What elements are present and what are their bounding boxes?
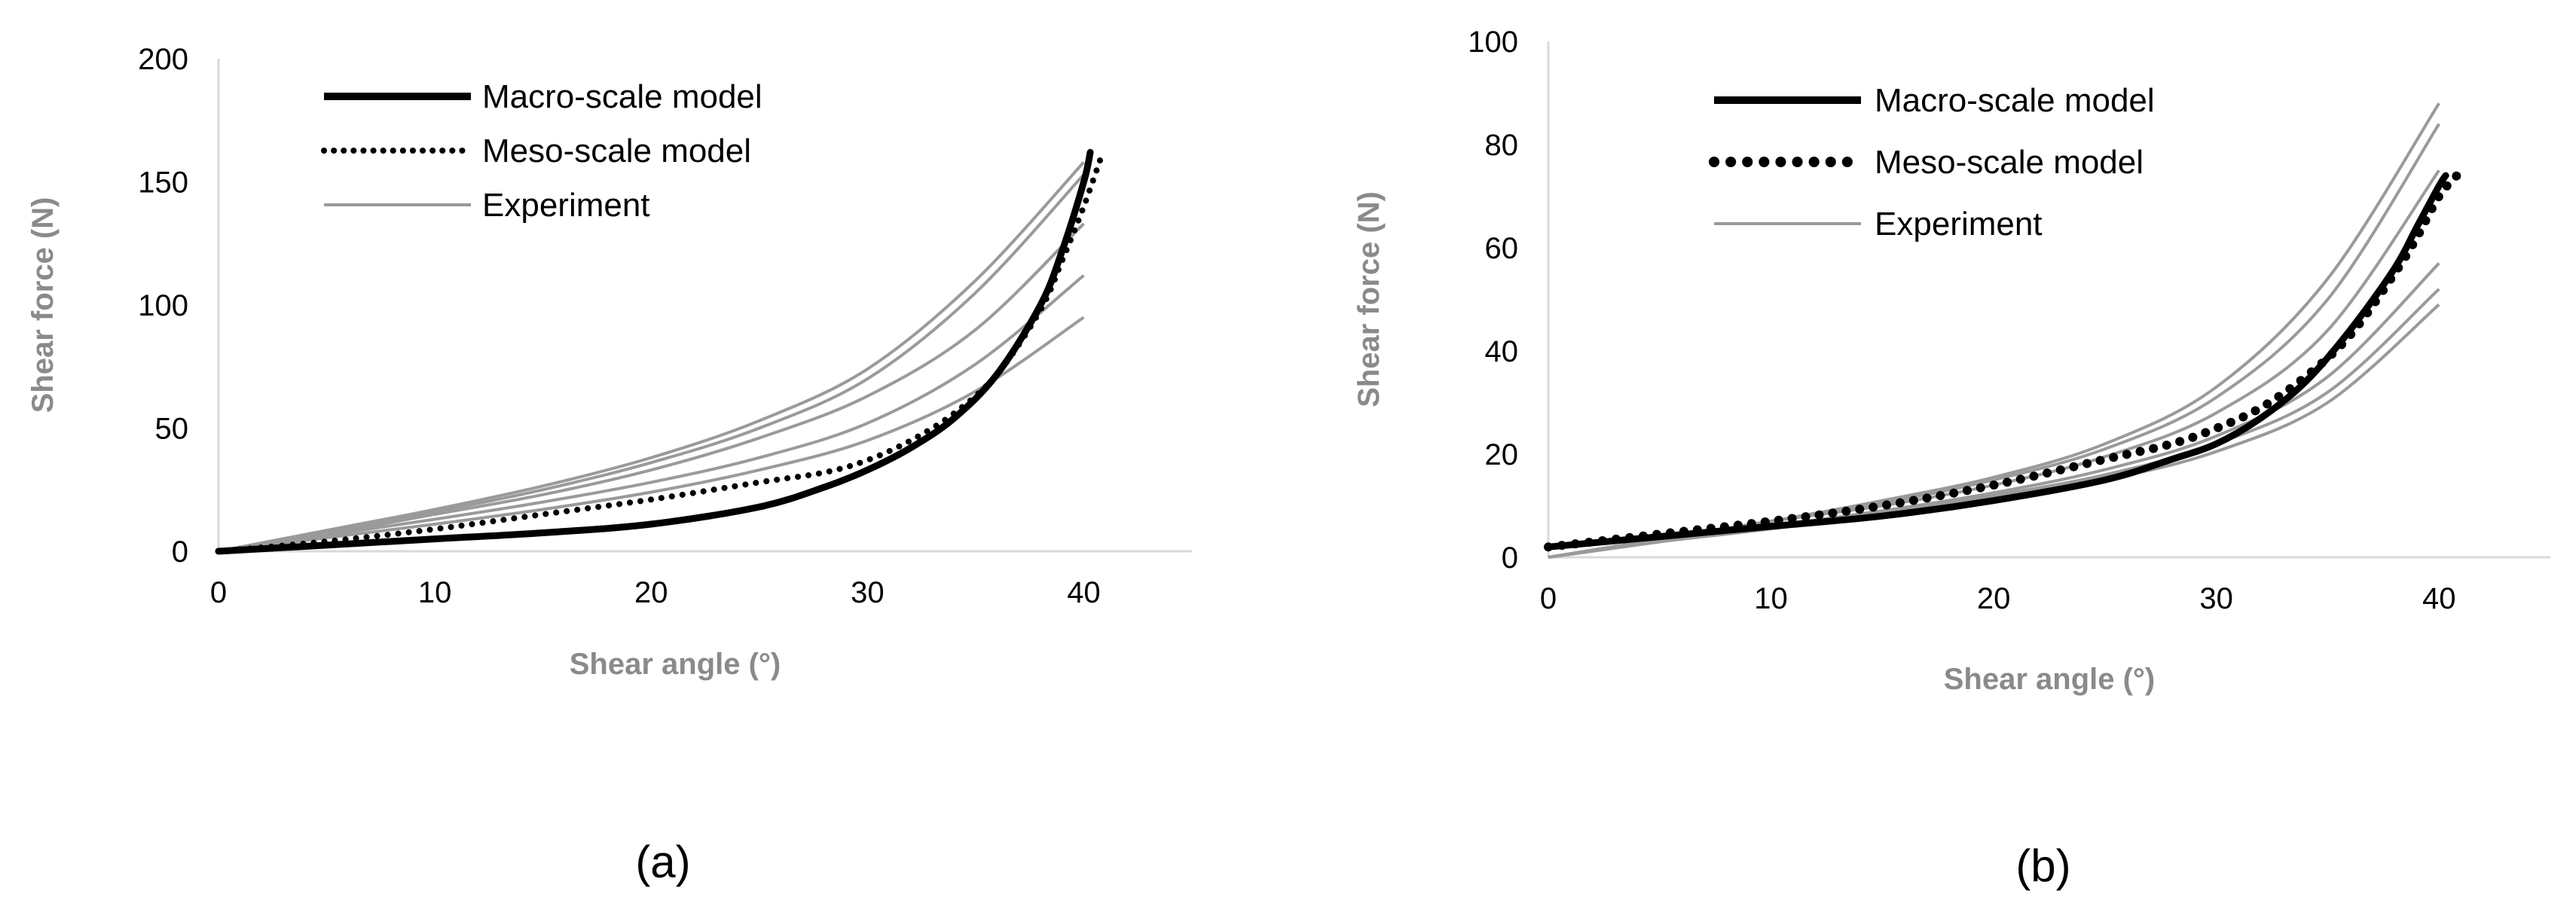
y-tick-label: 40	[1485, 335, 1519, 368]
y-tick-label: 50	[155, 413, 189, 446]
series-line-experiment-6	[218, 316, 1085, 553]
x-tick-label: 10	[1754, 582, 1788, 615]
x-tick-label: 40	[1067, 576, 1101, 609]
y-tick-label: 100	[138, 289, 188, 322]
y-tick-label: 0	[1502, 541, 1518, 575]
x-tick-label: 20	[1977, 582, 2011, 615]
x-tick-label: 0	[210, 576, 227, 609]
series-line-experiment-6	[1548, 288, 2440, 559]
x-axis-title: Shear angle (°)	[1944, 663, 2156, 696]
series-line-meso-scale-model	[1544, 171, 2461, 552]
legend-label: Meso-scale model	[482, 133, 751, 169]
legend-label: Meso-scale model	[1875, 144, 2144, 181]
y-axis-title: Shear force (N)	[1352, 191, 1386, 407]
legend-label: Experiment	[1875, 206, 2043, 242]
y-tick-label: 150	[138, 166, 188, 200]
chart-a: 0 50 100 150 200 0 10 20 30 40 Shear angle (°) Shea…	[26, 43, 1192, 887]
x-tick-label: 20	[634, 576, 668, 609]
series-line-meso-scale-model	[215, 154, 1105, 554]
panel-label: (a)	[635, 837, 690, 887]
y-tick-label: 200	[138, 43, 188, 76]
y-axis-title: Shear force (N)	[26, 197, 60, 413]
y-tick-label: 60	[1485, 232, 1519, 265]
x-axis-title: Shear angle (°)	[570, 648, 781, 681]
panel-label: (b)	[2015, 840, 2070, 891]
y-tick-label: 100	[1468, 26, 1518, 59]
series-line-experiment-3	[218, 173, 1085, 553]
legend-label: Experiment	[482, 187, 650, 224]
y-tick-label: 80	[1485, 129, 1519, 162]
x-tick-label: 10	[418, 576, 452, 609]
series-line-experiment-5	[218, 274, 1085, 553]
x-tick-label: 30	[2199, 582, 2233, 615]
legend-label: Macro-scale model	[482, 78, 762, 115]
chart-b: 0 20 40 60 80 100 0 10 20 30 40 Shear angle (°) Shea…	[1352, 26, 2550, 891]
x-tick-label: 40	[2422, 582, 2456, 615]
series-line-experiment-4	[218, 160, 1085, 553]
x-tick-label: 30	[851, 576, 885, 609]
y-tick-label: 0	[172, 535, 188, 569]
series-line-macro-scale-model	[1545, 172, 2449, 551]
y-tick-label: 20	[1485, 438, 1519, 471]
legend-label: Macro-scale model	[1875, 82, 2155, 119]
series-line-macro-scale-model	[215, 148, 1094, 555]
series-line-experiment-7	[1548, 303, 2440, 559]
x-tick-label: 0	[1540, 582, 1557, 615]
series-line-experiment	[218, 222, 1085, 553]
